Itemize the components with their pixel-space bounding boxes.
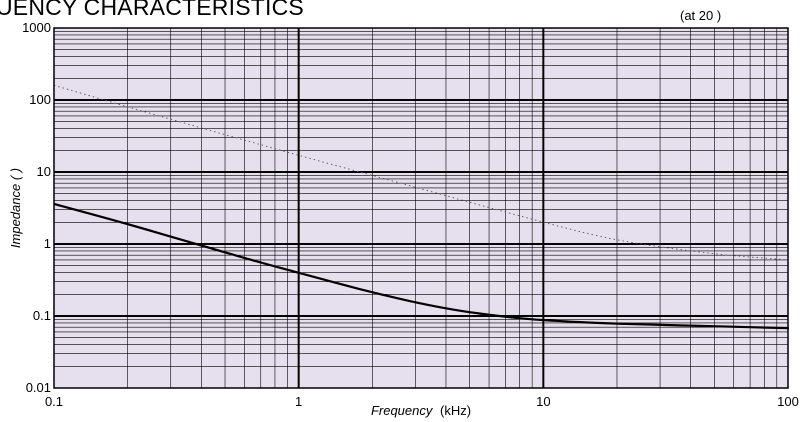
- plot-background: [54, 28, 788, 388]
- x-tick-label: 10: [536, 394, 550, 409]
- y-tick-label: 1: [44, 236, 51, 251]
- x-axis-label-unit: (kHz): [440, 403, 471, 418]
- x-tick-label: 0.1: [45, 394, 63, 409]
- y-tick-label: 100: [29, 92, 51, 107]
- x-axis-label: Frequency (kHz): [371, 403, 471, 418]
- x-tick-label: 1: [295, 394, 302, 409]
- y-tick-label: 1000: [22, 20, 51, 35]
- x-axis-label-name: Frequency: [371, 403, 434, 418]
- x-tick-label: 100: [777, 394, 799, 409]
- y-tick-label: 0.1: [33, 308, 51, 323]
- y-tick-label: 10: [37, 164, 51, 179]
- y-tick-label: 0.01: [26, 380, 51, 395]
- y-axis-label: Impedance ( ): [8, 168, 23, 248]
